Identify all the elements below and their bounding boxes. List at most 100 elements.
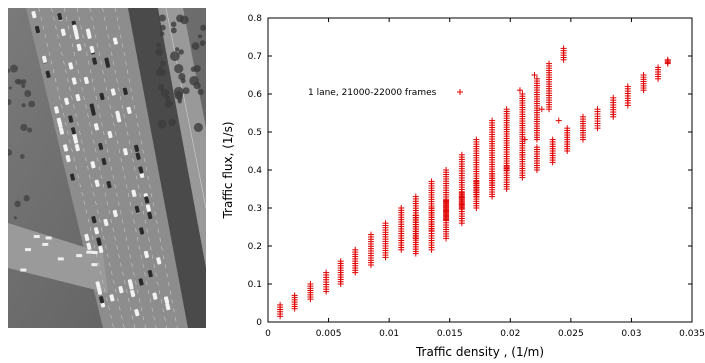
highway-image [5,7,207,329]
car [20,268,27,272]
car [86,242,92,250]
tree [189,75,199,86]
data-point-lower [640,72,647,78]
data-point-upper [323,269,330,276]
tree [156,42,162,48]
x-tick-label: 0.015 [437,329,463,339]
car [73,28,79,36]
data-point-outlier [521,136,528,143]
car [91,216,97,224]
y-tick-label: 0.3 [248,204,262,214]
y-tick-label: 0 [256,318,262,328]
data-point-upper [277,301,284,308]
car [115,110,121,119]
data-point-upper [367,231,374,238]
car [64,97,70,105]
car [57,120,63,128]
x-axis-label: Traffic density , (1/m) [415,345,544,359]
tree [191,42,200,50]
car [105,60,111,68]
car [96,237,102,245]
car [60,28,66,36]
tree [24,90,32,97]
tree [28,100,36,108]
tree [182,87,190,95]
car [45,236,52,240]
plot-frame [267,17,693,323]
data-point-lower [549,136,556,143]
car [57,12,63,21]
car [131,189,137,197]
data-point-upper [560,45,567,52]
tree [159,14,166,22]
car [41,55,48,64]
tree [178,72,186,81]
car [118,285,124,294]
car [91,263,98,267]
car [42,242,49,246]
car [98,245,104,254]
car [86,250,93,254]
car [147,269,153,278]
tree [8,86,12,90]
y-tick-label: 0.5 [248,128,262,138]
data-point-upper [489,117,496,124]
car [144,196,150,204]
vegetation [5,14,207,220]
legend-marker-plus [457,89,463,95]
car [83,76,89,85]
highway-median [128,8,206,328]
data-point-outlier [555,117,562,124]
data-point-upper [458,151,465,158]
data-point-lower [655,64,662,71]
data-point-upper [412,193,419,200]
tree [165,95,170,101]
tree [174,90,183,100]
car [107,130,113,139]
legend: 1 lane, 21000-22000 frames [308,88,463,98]
car [75,93,81,102]
car [122,148,129,156]
x-tick-label: 0.025 [558,329,584,339]
lane-line [165,7,207,209]
car [134,144,140,153]
x-axis: 0 0.005 0.01 0.015 0.02 0.025 0.03 0.035 [265,18,705,339]
highway-lanes [26,8,188,328]
car [138,278,144,286]
tree [200,24,207,31]
lane-line [89,7,157,329]
tree [21,103,26,108]
data-point-lower [489,170,496,177]
tree [23,195,30,202]
car [163,296,170,304]
car [91,57,98,65]
x-tick-label: 0.03 [621,329,641,339]
y-axis-label: Traffic flux, (1/s) [221,121,235,219]
tree [190,66,197,72]
tree [197,88,204,95]
car [156,257,162,265]
data-point-lower [443,197,450,204]
lane-line [114,7,178,329]
tree [19,154,25,159]
tree [21,79,27,85]
x-tick-label: 0.02 [500,329,520,339]
tree [175,47,180,52]
data-point-lower [458,189,465,196]
car [139,227,145,235]
lane-line [63,7,136,329]
y-tick-label: 0.7 [248,52,262,62]
tree [174,64,184,74]
car [110,88,116,96]
tree [178,49,184,55]
tree [160,88,170,98]
data-point-upper [533,75,540,82]
data-point-upper [503,106,510,113]
data-point-lower [564,125,571,132]
tree [21,83,26,89]
data-point-lower [610,94,617,101]
tree [20,123,28,132]
car [106,180,112,189]
lane-line [102,7,168,329]
car [147,211,153,220]
